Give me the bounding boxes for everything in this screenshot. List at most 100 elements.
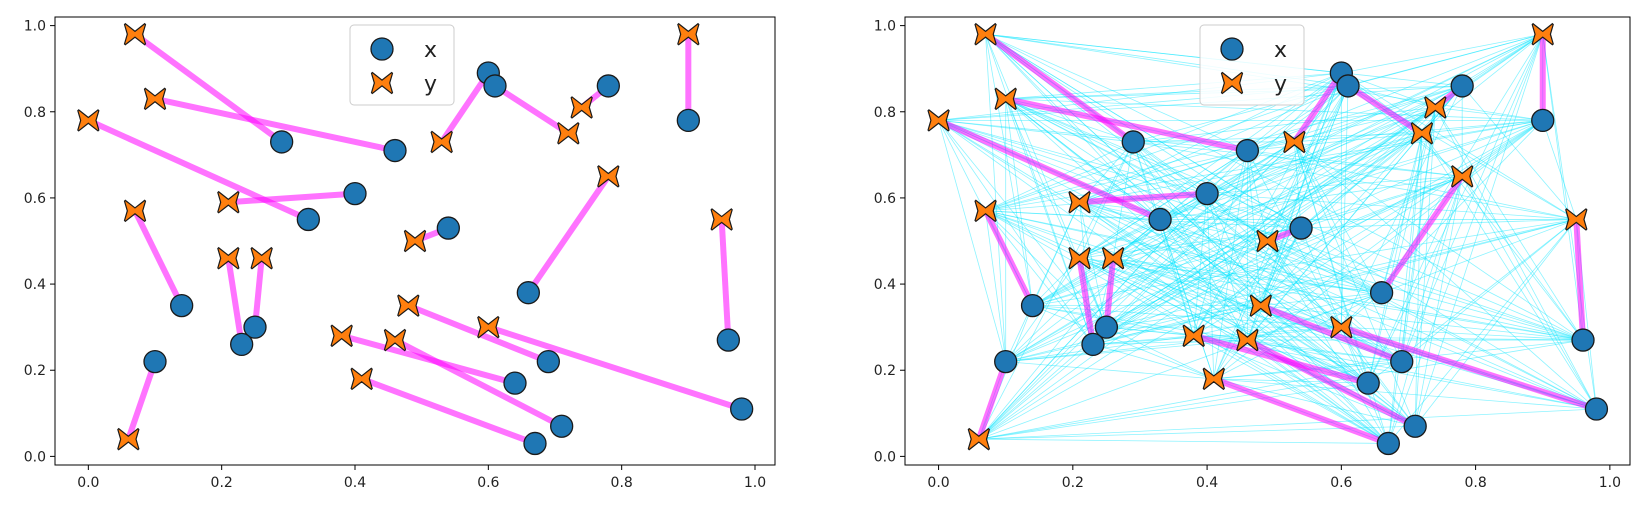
edge-line bbox=[1247, 339, 1597, 410]
edge-line bbox=[1032, 219, 1577, 307]
edge-line bbox=[1106, 107, 1436, 328]
x-point bbox=[1081, 332, 1105, 357]
matching-line bbox=[976, 360, 1009, 441]
edge-line bbox=[1113, 257, 1382, 294]
edge-line bbox=[1079, 120, 1543, 259]
edge-line bbox=[1341, 72, 1577, 220]
edge-line bbox=[1032, 305, 1214, 380]
edge-line bbox=[1435, 107, 1543, 121]
edge-line bbox=[1005, 98, 1302, 229]
y-point bbox=[217, 190, 240, 214]
y-tick-label: 0.8 bbox=[874, 105, 896, 121]
x-point bbox=[230, 332, 254, 357]
edge-line bbox=[1414, 219, 1577, 427]
edge-line bbox=[985, 210, 1302, 229]
edge-line bbox=[1260, 227, 1302, 306]
x-point bbox=[1584, 397, 1609, 421]
edge-line bbox=[1213, 120, 1543, 380]
x-point bbox=[143, 349, 167, 374]
matching-line bbox=[439, 71, 491, 144]
edge-line bbox=[1079, 201, 1382, 294]
y-tick-label: 0.6 bbox=[874, 191, 896, 207]
edge-line bbox=[1079, 201, 1369, 384]
y-point bbox=[1410, 122, 1434, 145]
matching-line bbox=[360, 376, 537, 447]
edge-line bbox=[1092, 141, 1295, 345]
matching-line bbox=[525, 174, 611, 295]
x-tick-label: 0.8 bbox=[611, 475, 633, 491]
x-tick-label: 0.8 bbox=[1464, 475, 1486, 491]
x-point bbox=[1450, 74, 1474, 98]
y-point bbox=[217, 246, 240, 270]
edge-line bbox=[1387, 133, 1423, 444]
matching-line bbox=[1573, 219, 1587, 341]
legend-label-x: x bbox=[424, 38, 437, 63]
edge-line bbox=[1133, 141, 1577, 220]
axes-frame bbox=[904, 16, 1631, 466]
y-point bbox=[77, 109, 100, 132]
x-point bbox=[516, 281, 540, 305]
edge-line bbox=[1005, 98, 1107, 328]
edge-line bbox=[1461, 176, 1597, 410]
edge-line bbox=[985, 210, 1369, 384]
edge-line bbox=[1206, 107, 1436, 194]
edge-line bbox=[1401, 34, 1544, 362]
edge-line bbox=[985, 33, 1597, 410]
matching-line bbox=[982, 209, 1036, 307]
edge-line bbox=[1247, 107, 1436, 151]
edge-line bbox=[1300, 227, 1342, 328]
series-y-points bbox=[77, 22, 733, 451]
edge-line bbox=[985, 33, 1403, 362]
edge-line bbox=[985, 34, 1033, 306]
edge-line bbox=[985, 33, 1416, 427]
edge-line bbox=[1193, 335, 1389, 444]
series-x-points bbox=[143, 61, 754, 456]
edge-line bbox=[985, 210, 1584, 341]
edge-line bbox=[1005, 361, 1214, 380]
edge-line bbox=[1381, 133, 1423, 293]
matching-line bbox=[1291, 71, 1344, 144]
edge-line bbox=[1206, 193, 1215, 379]
edge-line bbox=[1367, 34, 1544, 384]
x-tick-label: 0.2 bbox=[1062, 475, 1084, 491]
x-tick-label: 0.0 bbox=[927, 475, 949, 491]
edge-line bbox=[1079, 85, 1463, 203]
edge-line bbox=[938, 120, 1302, 229]
matching-line bbox=[1076, 257, 1096, 345]
y-point bbox=[927, 109, 950, 132]
y-tick-label: 0.2 bbox=[24, 363, 46, 379]
edge-line bbox=[1032, 132, 1423, 306]
x-point bbox=[1195, 181, 1219, 206]
edge-line bbox=[1193, 150, 1248, 336]
x-point bbox=[243, 315, 267, 339]
edge-line bbox=[1341, 33, 1543, 74]
edge-line bbox=[1340, 85, 1463, 328]
edge-line bbox=[1260, 85, 1349, 306]
left-chart-panel: 0.0 0.2 0.4 0.6 0.8 1.0 0.0 0.2 0.4 0.6 0.8 1.0 xy bbox=[24, 16, 776, 491]
matching-line bbox=[1245, 337, 1417, 429]
x-point bbox=[1235, 138, 1260, 163]
edge-line bbox=[1247, 339, 1402, 363]
edge-line bbox=[1542, 120, 1577, 220]
edge-line bbox=[1005, 257, 1114, 362]
edge-line bbox=[1213, 378, 1416, 427]
x-point bbox=[1390, 349, 1414, 374]
edge-line bbox=[1112, 257, 1369, 384]
edge-line bbox=[978, 408, 1597, 440]
edge-line bbox=[1005, 98, 1389, 444]
y-point bbox=[1068, 190, 1091, 214]
axes-frame bbox=[54, 16, 776, 466]
edge-line bbox=[978, 344, 1094, 440]
edge-line bbox=[1133, 132, 1422, 143]
edge-line bbox=[1247, 227, 1302, 341]
y-point bbox=[1236, 328, 1259, 352]
matching-line bbox=[133, 31, 284, 145]
edge-line bbox=[1294, 141, 1597, 410]
edge-line bbox=[1260, 305, 1584, 341]
edge-line bbox=[1213, 85, 1349, 380]
y-point bbox=[1451, 165, 1474, 188]
edge-line bbox=[1079, 201, 1302, 229]
x-point bbox=[523, 431, 547, 456]
edge-line bbox=[1160, 175, 1463, 220]
edge-line bbox=[1434, 107, 1597, 410]
